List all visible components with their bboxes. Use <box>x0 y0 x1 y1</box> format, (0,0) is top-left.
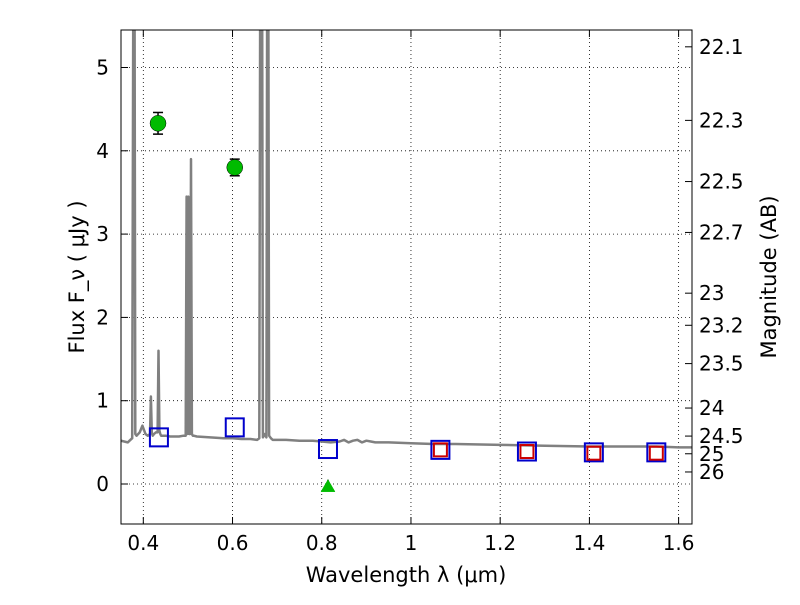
x-tick-label: 1 <box>405 531 418 555</box>
model-photometry-square <box>646 442 667 463</box>
mag-tick-label: 23.2 <box>699 313 744 337</box>
model-photometry-square <box>583 442 604 463</box>
data-layer <box>121 30 692 492</box>
x-tick-label: 0.8 <box>306 531 338 555</box>
detection-point <box>226 159 244 176</box>
mag-tick-label: 22.3 <box>699 108 744 132</box>
model-photometry-square <box>516 441 537 462</box>
mag-tick-label: 23 <box>699 281 724 305</box>
model-photometry-square-red <box>586 445 602 461</box>
y-axis-right-label: Magnitude (AB) <box>757 195 781 358</box>
mag-tick-label: 25 <box>699 442 724 466</box>
mag-tick-label: 24.5 <box>699 424 744 448</box>
model-photometry-square-red <box>519 444 535 460</box>
x-tick-label: 1.4 <box>573 531 605 555</box>
x-tick-label: 0.6 <box>217 531 249 555</box>
detection-point <box>149 115 167 132</box>
x-tick-label: 1.2 <box>484 531 516 555</box>
upper-limit-point <box>320 479 336 492</box>
y-tick-label: 3 <box>96 222 109 246</box>
mag-tick-label: 22.1 <box>699 35 744 59</box>
model-photometry-square <box>148 427 169 448</box>
y-tick-label: 1 <box>96 389 109 413</box>
mag-tick-label: 24 <box>699 396 724 420</box>
mag-tick-label: 26 <box>699 460 724 484</box>
x-axis-label: Wavelength λ (μm) <box>306 563 507 587</box>
grid-layer <box>121 30 692 524</box>
model-spectrum-line <box>121 30 692 449</box>
y-tick-label: 2 <box>96 305 109 329</box>
y-tick-label: 5 <box>96 55 109 79</box>
y-axis-label: Flux F_ν ( μJy ) <box>65 200 90 353</box>
model-photometry-square <box>317 439 338 460</box>
tick-layer: 0.4 0.6 0.8 1 1.2 1.4 1.601234522.122.322.522.… <box>96 30 744 555</box>
y-tick-label: 4 <box>96 139 109 163</box>
model-photometry-square <box>430 439 451 460</box>
model-photometry-square <box>224 417 245 438</box>
y-tick-label: 0 <box>96 472 109 496</box>
x-tick-label: 1.6 <box>663 531 695 555</box>
mag-tick-label: 22.5 <box>699 170 744 194</box>
model-photometry-square-red <box>432 442 448 458</box>
mag-tick-label: 23.5 <box>699 352 744 376</box>
model-photometry-square-red <box>648 445 664 461</box>
plot-frame <box>120 29 693 525</box>
x-tick-label: 0.4 <box>127 531 159 555</box>
mag-tick-label: 22.7 <box>699 220 744 244</box>
